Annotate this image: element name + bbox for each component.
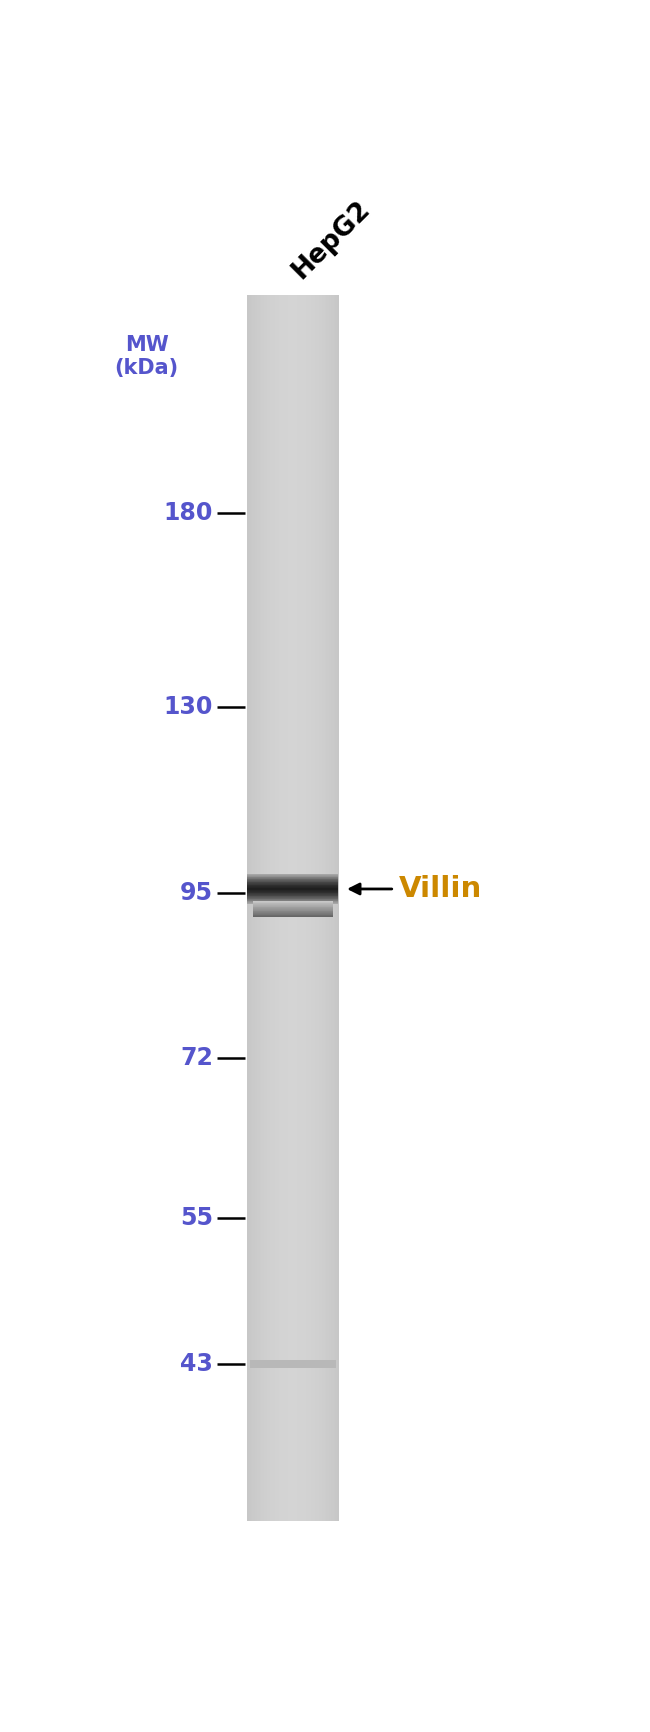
Bar <box>308 294 310 1521</box>
Text: 72: 72 <box>180 1046 213 1070</box>
Bar <box>329 294 331 1521</box>
Text: MW
(kDa): MW (kDa) <box>114 334 179 378</box>
Bar <box>305 294 307 1521</box>
Bar <box>292 294 295 1521</box>
Bar <box>296 294 298 1521</box>
Bar <box>337 294 339 1521</box>
Bar <box>324 294 326 1521</box>
Bar <box>328 294 330 1521</box>
Bar <box>291 294 293 1521</box>
Bar <box>311 294 313 1521</box>
Bar <box>250 294 252 1521</box>
Text: 55: 55 <box>180 1205 213 1230</box>
Bar <box>270 294 272 1521</box>
Bar <box>275 294 277 1521</box>
Bar <box>313 294 315 1521</box>
Bar <box>273 294 275 1521</box>
Bar <box>255 294 257 1521</box>
Bar <box>252 294 254 1521</box>
Text: 180: 180 <box>164 501 213 525</box>
Bar <box>332 294 334 1521</box>
Bar <box>294 294 296 1521</box>
Bar <box>322 294 324 1521</box>
Bar <box>320 294 322 1521</box>
Bar <box>317 294 319 1521</box>
Bar <box>278 294 280 1521</box>
Bar <box>287 294 289 1521</box>
Bar <box>281 294 283 1521</box>
Bar <box>302 294 304 1521</box>
Bar <box>272 294 274 1521</box>
Bar <box>290 294 292 1521</box>
Bar <box>335 294 337 1521</box>
Text: 130: 130 <box>164 695 213 719</box>
Bar <box>267 294 269 1521</box>
Text: 43: 43 <box>180 1353 213 1377</box>
Text: 95: 95 <box>180 882 213 906</box>
Bar <box>250 1360 335 1368</box>
Bar <box>248 294 250 1521</box>
Bar <box>263 294 265 1521</box>
Bar <box>314 294 316 1521</box>
Bar <box>300 294 302 1521</box>
Bar <box>276 294 278 1521</box>
Bar <box>318 294 320 1521</box>
Bar <box>306 294 309 1521</box>
Bar <box>254 294 255 1521</box>
Bar <box>268 294 270 1521</box>
Bar <box>258 294 260 1521</box>
Bar <box>331 294 333 1521</box>
Bar <box>297 294 300 1521</box>
Bar <box>289 294 291 1521</box>
Bar <box>315 294 317 1521</box>
Bar <box>266 294 268 1521</box>
Bar <box>249 294 251 1521</box>
Bar <box>280 294 281 1521</box>
Bar <box>323 294 325 1521</box>
Bar <box>299 294 301 1521</box>
Bar <box>257 294 259 1521</box>
Bar <box>333 294 335 1521</box>
Bar <box>309 294 311 1521</box>
Bar <box>282 294 284 1521</box>
Text: Villin: Villin <box>398 875 482 902</box>
Text: HepG2: HepG2 <box>287 196 375 284</box>
Bar <box>261 294 263 1521</box>
Bar <box>259 294 261 1521</box>
Bar <box>264 294 266 1521</box>
Bar <box>326 294 328 1521</box>
Bar <box>285 294 287 1521</box>
Bar <box>284 294 286 1521</box>
Bar <box>304 294 306 1521</box>
